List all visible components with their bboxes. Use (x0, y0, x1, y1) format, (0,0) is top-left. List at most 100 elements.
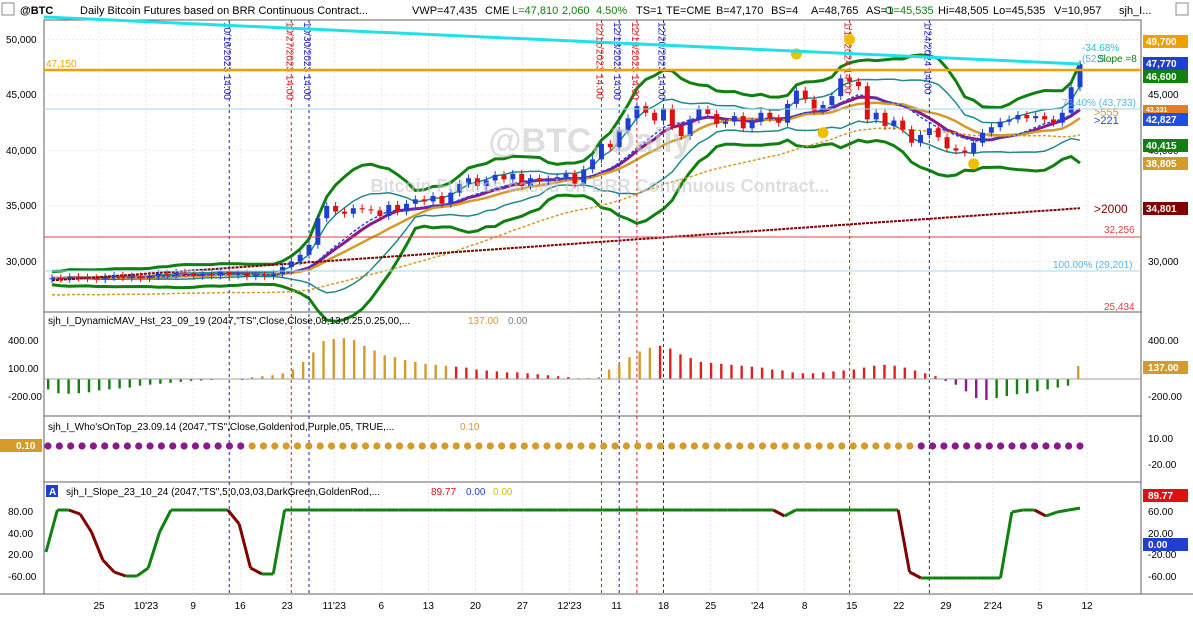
last-price: L=47,810 (512, 5, 558, 17)
signal-dot (844, 34, 856, 45)
candle-body (590, 159, 596, 170)
dmav-val2: 0.00 (508, 316, 528, 327)
hist-bar (618, 364, 621, 379)
candle-body (811, 99, 817, 111)
candle-body (917, 134, 923, 143)
right-label-221: >221 (1094, 115, 1119, 127)
hist-bar (189, 379, 193, 381)
price-badge-47770-text: 47,770 (1146, 59, 1177, 70)
candle-body (377, 210, 383, 216)
whoson-dot (89, 442, 97, 450)
candle-body (93, 278, 99, 280)
slope-badge-2 (1143, 538, 1188, 551)
whoson-left-badge-text: 0.10 (16, 441, 36, 452)
candle-body (297, 254, 303, 262)
candle-body (563, 173, 569, 178)
hist-bar (842, 370, 845, 379)
whoson-dot (135, 442, 143, 450)
price-badge-49700-text: 49,700 (1146, 37, 1177, 48)
hist-bar (454, 366, 458, 379)
candle-body (705, 109, 711, 114)
y-tick-35000: 35,000 (6, 201, 37, 212)
candle-body (554, 177, 560, 180)
hist-bar (291, 369, 295, 379)
candle-body (838, 78, 844, 97)
slope-segment (998, 511, 1014, 579)
hist-bar (526, 373, 529, 379)
whoson-dot (611, 442, 619, 450)
lower-outer-band (51, 138, 1081, 323)
candle-body (616, 130, 622, 148)
hist-bar (87, 379, 91, 393)
price-badge-40415 (1143, 139, 1188, 152)
whoson-dot (679, 442, 687, 450)
candle-body (536, 178, 542, 182)
x-tick-label: 13 (423, 601, 435, 612)
hist-bar (1015, 379, 1019, 395)
whoson-dot (940, 442, 948, 450)
candle-body (607, 143, 613, 148)
x-tick-label: 27 (517, 601, 529, 612)
slope-segment (113, 570, 127, 578)
hist-bar (118, 379, 121, 389)
candle-body (696, 109, 702, 120)
whoson-dot (101, 442, 109, 450)
event-marker-label: 1/11/2024 14:00 (842, 22, 853, 94)
whoson-dot (985, 442, 993, 450)
slope-segment (44, 509, 59, 553)
event-marker-label: 12/20/2023 14:00 (655, 22, 666, 100)
whoson-dot (191, 442, 200, 450)
candle-body (953, 148, 959, 151)
window-menu-icon[interactable] (1, 2, 15, 16)
candle-body (652, 112, 658, 121)
candle-body (767, 112, 773, 119)
candle-body (864, 86, 870, 120)
candle-body (988, 127, 994, 133)
hist-bar (434, 364, 437, 379)
whoson-dot (520, 442, 528, 450)
x-tick-label: 11 (611, 601, 622, 612)
hist-bar (159, 379, 162, 384)
hist-bar (903, 367, 907, 379)
x-tick-label: 20 (470, 601, 482, 612)
candle-body (758, 112, 764, 122)
exchange: CME (485, 5, 509, 17)
price-badge-46600-text: 46,600 (1146, 72, 1177, 83)
whoson-dot (951, 442, 959, 450)
whoson-dot (554, 442, 562, 450)
whoson-dot (55, 442, 63, 450)
price-badge-34801-text: 34,801 (1146, 204, 1177, 215)
slope-segment (90, 531, 105, 561)
slope-label: Slope =8 (1097, 54, 1137, 65)
slope-rtick-20: 20.00 (1148, 529, 1173, 540)
whoson-dot (974, 442, 982, 450)
whoson-dot (203, 442, 211, 450)
slope-tag-text: A (49, 487, 56, 498)
y-tick-30000: 30,000 (6, 257, 37, 268)
whoson-dot (282, 442, 290, 450)
slope-tick-40: 40.00 (8, 529, 33, 540)
dmav-tick-400: 400.00 (8, 336, 39, 347)
whoson-dot (464, 442, 472, 450)
candle-body (944, 137, 950, 149)
hist-bar (893, 365, 896, 379)
whoson-dot (894, 442, 903, 450)
hist-bar (516, 372, 519, 379)
candle-body (430, 196, 436, 202)
dmav-badge (1143, 361, 1188, 374)
hist-bar (771, 369, 774, 379)
vwp: VWP=47,435 (412, 5, 477, 17)
candle-body (714, 113, 720, 124)
collapse-icon[interactable] (1175, 2, 1189, 16)
slope-badge-1 (1143, 489, 1188, 502)
hist-bar (628, 357, 631, 379)
x-tick-label: 2'24 (984, 601, 1003, 612)
whoson-dot (804, 442, 812, 450)
grid (44, 20, 1141, 594)
whoson-dot (475, 442, 483, 450)
hist-bar (342, 338, 346, 379)
candle-body (793, 90, 799, 104)
candle-body (146, 275, 152, 279)
price-badge-40415-text: 40,415 (1146, 141, 1177, 152)
hist-bar (393, 357, 397, 379)
